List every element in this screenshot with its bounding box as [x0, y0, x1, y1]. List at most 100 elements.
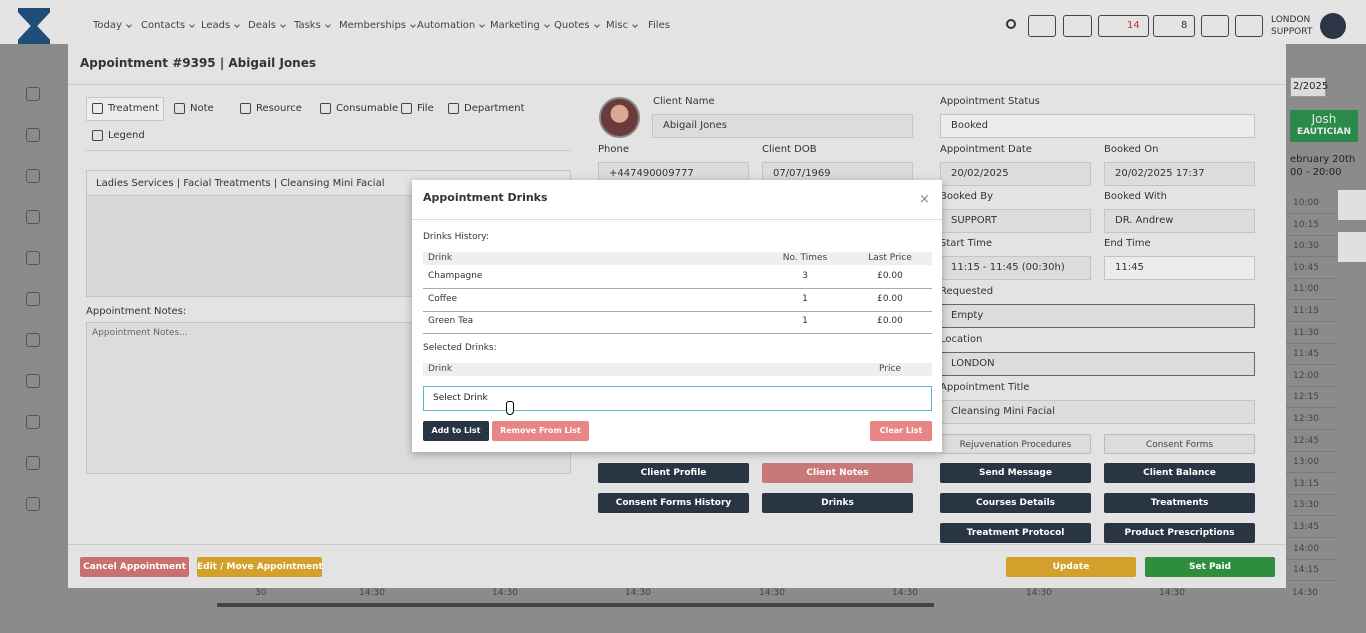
dialog-button[interactable]: Remove From List	[492, 421, 589, 441]
toolbar-button[interactable]	[1098, 15, 1149, 37]
table-header: Drink	[428, 364, 453, 374]
field-input[interactable]: Booked	[940, 114, 1255, 138]
toolbar-button[interactable]	[1028, 15, 1056, 37]
nav-item[interactable]: Memberships	[339, 18, 406, 34]
footer-button[interactable]: Update	[1006, 557, 1136, 577]
tab-icon	[401, 103, 412, 114]
table-cell: £0.00	[877, 316, 903, 326]
slot-line	[1286, 558, 1336, 560]
time-slot: 12:00	[1293, 370, 1319, 381]
day-label: ebruary 20th	[1290, 154, 1356, 165]
drink-select[interactable]: Select Drink	[423, 386, 932, 411]
action-button[interactable]: Treatments	[1104, 493, 1255, 513]
sidebar-icon[interactable]	[26, 169, 40, 183]
field-input[interactable]: DR. Andrew	[1104, 209, 1255, 233]
nav-item[interactable]: Today	[93, 18, 122, 34]
time-slot: 10:15	[1293, 219, 1319, 230]
date-box: 2/2025	[1290, 77, 1328, 97]
field-input[interactable]: Cleansing Mini Facial	[940, 400, 1255, 424]
field-input[interactable]: 20/02/2025 17:37	[1104, 162, 1255, 186]
action-button[interactable]: Send Message	[940, 463, 1091, 483]
sidebar-icon[interactable]	[26, 292, 40, 306]
field-label: Booked On	[1104, 144, 1159, 155]
action-button[interactable]: Drinks	[762, 493, 913, 513]
action-button[interactable]: Courses Details	[940, 493, 1091, 513]
dialog-close[interactable]: ×	[919, 192, 930, 207]
action-button[interactable]: Client Notes	[762, 463, 913, 483]
scrollbar	[217, 603, 934, 607]
time-slot: 10:45	[1293, 262, 1319, 273]
nav-item[interactable]: Files	[648, 20, 670, 31]
nav-item[interactable]: Marketing	[490, 18, 540, 34]
nav-item[interactable]: Tasks	[294, 18, 321, 34]
tab[interactable]: Consumable	[336, 103, 399, 114]
slot-line	[1286, 385, 1336, 387]
action-button[interactable]: Rejuvenation Procedures	[940, 434, 1091, 454]
time-slot: 13:00	[1293, 457, 1319, 468]
store-badge: 8	[1181, 20, 1188, 31]
field-label: Booked With	[1104, 191, 1167, 202]
nav-item[interactable]: Quotes	[554, 18, 590, 34]
dialog-button[interactable]: Clear List	[870, 421, 932, 441]
action-button[interactable]: Product Prescriptions	[1104, 523, 1255, 543]
field-input[interactable]: Empty	[940, 304, 1255, 328]
time-slot: 11:00	[1293, 284, 1319, 295]
field-label: Appointment Date	[940, 144, 1032, 155]
modal-footer-line	[68, 544, 1286, 545]
nav-item[interactable]: Automation	[417, 18, 475, 34]
field-input[interactable]: SUPPORT	[940, 209, 1091, 233]
tab[interactable]: Treatment	[108, 103, 159, 114]
field-input[interactable]: LONDON	[940, 352, 1255, 376]
modal-header-line	[68, 84, 1286, 85]
nav-item[interactable]: Deals	[248, 18, 276, 34]
field-label: Appointment Status	[940, 96, 1040, 107]
tab[interactable]: Resource	[256, 103, 302, 114]
notes-label: Appointment Notes:	[86, 306, 187, 317]
action-button[interactable]: Consent Forms	[1104, 434, 1255, 454]
nav-item[interactable]: Contacts	[141, 18, 185, 34]
sidebar-icon[interactable]	[26, 333, 40, 347]
field-input[interactable]: 11:15 - 11:45 (00:30h)	[940, 256, 1091, 280]
field-label: Appointment Title	[940, 382, 1030, 393]
footer-button[interactable]: Set Paid	[1145, 557, 1275, 577]
tab[interactable]: Note	[190, 103, 214, 114]
action-button[interactable]: Treatment Protocol	[940, 523, 1091, 543]
sidebar-icon[interactable]	[26, 497, 40, 511]
sidebar-icon[interactable]	[26, 128, 40, 142]
table-header: Drink	[428, 253, 453, 263]
tab-icon	[174, 103, 185, 114]
dialog-button[interactable]: Add to List	[423, 421, 489, 441]
sidebar-icon[interactable]	[26, 374, 40, 388]
toolbar-button[interactable]	[1063, 15, 1092, 37]
sidebar-icon[interactable]	[26, 87, 40, 101]
tab[interactable]: Department	[464, 103, 525, 114]
sidebar-icon[interactable]	[26, 210, 40, 224]
action-button[interactable]: Client Balance	[1104, 463, 1255, 483]
toolbar-button[interactable]	[1235, 15, 1263, 37]
toolbar-button[interactable]	[1153, 15, 1195, 37]
field-input[interactable]: Abigail Jones	[652, 114, 913, 138]
user-name: SUPPORT	[1271, 27, 1313, 37]
field-input[interactable]: 11:45	[1104, 256, 1255, 280]
footer-button[interactable]: Edit / Move Appointment	[197, 557, 323, 577]
bottom-time: 14:30	[359, 588, 385, 598]
table-header: Last Price	[868, 253, 912, 263]
field-label: Location	[940, 334, 983, 345]
sidebar-icon[interactable]	[26, 415, 40, 429]
toolbar-button[interactable]	[1201, 15, 1229, 37]
notes-placeholder: Appointment Notes...	[92, 328, 188, 338]
sidebar-icon[interactable]	[26, 456, 40, 470]
tab[interactable]: File	[417, 103, 434, 114]
action-button[interactable]: Consent Forms History	[598, 493, 749, 513]
sidebar-icon[interactable]	[26, 251, 40, 265]
time-slot: 12:15	[1293, 392, 1319, 403]
nav-item[interactable]: Leads	[201, 18, 230, 34]
action-button[interactable]: Client Profile	[598, 463, 749, 483]
field-input[interactable]: 20/02/2025	[940, 162, 1091, 186]
tab[interactable]: Legend	[108, 130, 145, 141]
table-cell: Coffee	[428, 293, 458, 304]
nav-item[interactable]: Misc	[606, 18, 628, 34]
user-avatar	[1320, 13, 1346, 39]
footer-button[interactable]: Cancel Appointment	[80, 557, 189, 577]
history-header-row	[423, 252, 932, 265]
